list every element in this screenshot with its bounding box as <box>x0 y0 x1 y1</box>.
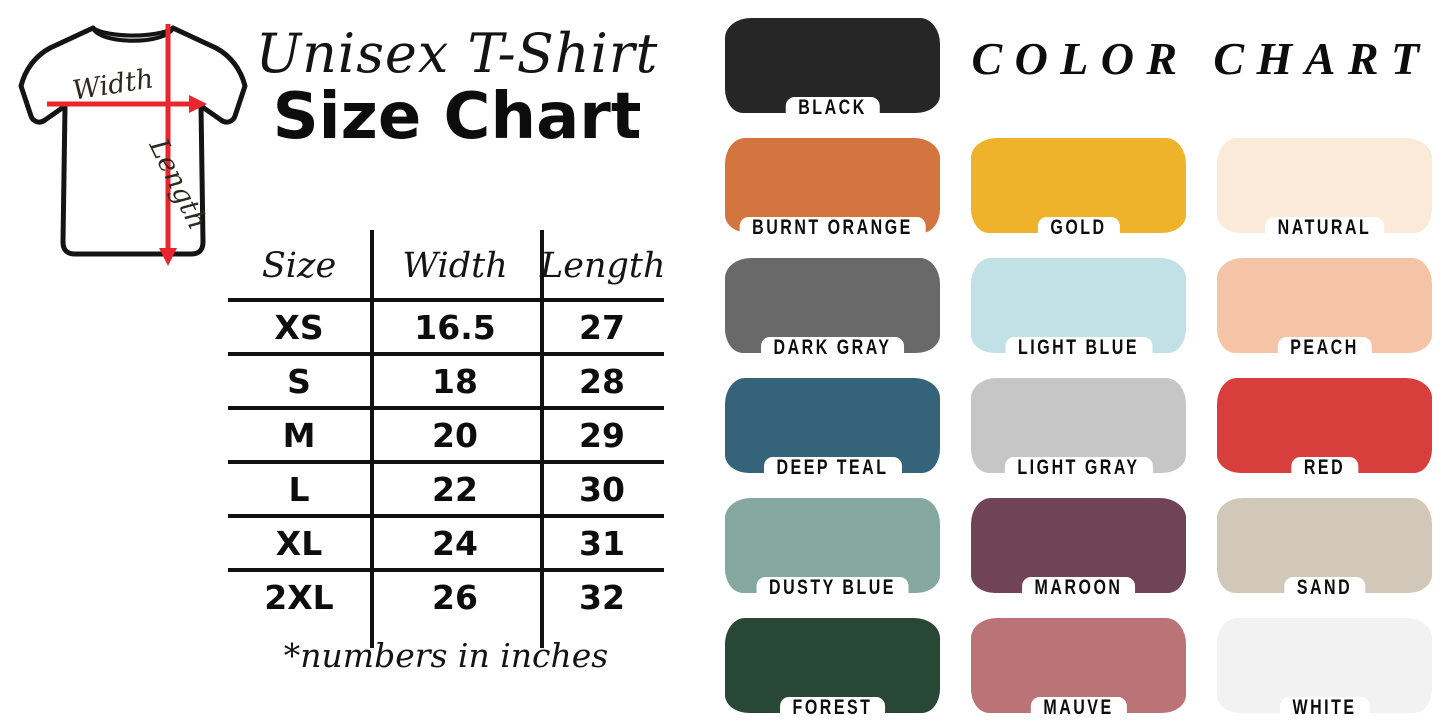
width-cell: 20 <box>432 415 478 455</box>
color-swatch: BLACK <box>725 18 940 122</box>
color-swatch-label: PEACH <box>1290 337 1359 360</box>
length-cell: 29 <box>579 415 625 455</box>
tshirt-body <box>18 25 248 257</box>
table-row: L 22 30 <box>228 464 664 518</box>
header-length: Length <box>540 246 666 286</box>
table-row: 2XL 26 32 <box>228 572 664 622</box>
length-cell: 32 <box>579 577 625 617</box>
size-table-footnote: *numbers in inches <box>283 636 609 675</box>
table-vertical-divider <box>370 230 374 648</box>
color-swatch: MAUVE <box>971 618 1186 722</box>
color-swatch: FOREST <box>725 618 940 722</box>
color-swatch-label: FOREST <box>792 697 873 720</box>
width-cell: 16.5 <box>414 307 496 347</box>
color-swatch: SAND <box>1217 498 1432 602</box>
heading-size-chart: Size Chart <box>272 79 642 154</box>
table-row: S 18 28 <box>228 356 664 410</box>
size-table-header-row: Size Width Length <box>228 238 666 302</box>
color-chart-grid: BLACK COLOR CHART BURNT ORANGE GOLD NATU… <box>725 18 1432 722</box>
color-swatch-label: SAND <box>1296 577 1353 600</box>
header-width: Width <box>402 246 508 286</box>
color-swatch: DARK GRAY <box>725 258 940 362</box>
header-size: Size <box>261 246 337 286</box>
color-swatch-label-pill: BURNT ORANGE <box>739 217 926 242</box>
table-row: XS 16.5 27 <box>228 302 664 356</box>
size-cell: 2XL <box>264 577 334 617</box>
size-cell: S <box>287 361 311 401</box>
color-swatch-label: DUSTY BLUE <box>769 577 896 600</box>
color-swatch-label-pill: LIGHT GRAY <box>1004 457 1153 482</box>
color-swatch-label: BLACK <box>798 97 867 120</box>
width-cell: 22 <box>432 469 478 509</box>
color-swatch-label-pill: RED <box>1290 457 1359 482</box>
color-swatch-label-pill: PEACH <box>1277 337 1372 362</box>
color-swatch: LIGHT BLUE <box>971 258 1186 362</box>
color-swatch-label-pill: WHITE <box>1279 697 1370 722</box>
size-table-body: XS 16.5 27 S 18 28 M 20 29 L 22 30 XL 24… <box>228 302 664 622</box>
table-vertical-divider <box>540 230 544 648</box>
size-table: Size Width Length XS 16.5 27 S 18 28 M 2… <box>228 230 666 648</box>
color-swatch: BURNT ORANGE <box>725 138 940 242</box>
color-swatch: NATURAL <box>1217 138 1432 242</box>
color-swatch-label-pill: LIGHT BLUE <box>1005 337 1152 362</box>
tshirt-illustration: Width Length <box>18 24 248 266</box>
width-cell: 18 <box>432 361 478 401</box>
size-cell: XS <box>274 307 324 347</box>
color-chart-title: COLOR CHART <box>971 33 1432 84</box>
color-swatch-label: LIGHT BLUE <box>1018 337 1139 360</box>
color-swatch-label: RED <box>1303 457 1346 480</box>
color-swatch-label-pill: DUSTY BLUE <box>756 577 909 602</box>
color-swatch: DUSTY BLUE <box>725 498 940 602</box>
color-swatch-label-pill: DEEP TEAL <box>763 457 902 482</box>
color-swatch-label-pill: MAROON <box>1021 577 1136 602</box>
size-chart-headings: Unisex T-Shirt Size Chart <box>252 22 662 154</box>
color-swatch-label-pill: FOREST <box>779 697 886 722</box>
heading-script: Unisex T-Shirt <box>255 22 659 85</box>
color-swatch: MAROON <box>971 498 1186 602</box>
length-cell: 30 <box>579 469 625 509</box>
table-row: M 20 29 <box>228 410 664 464</box>
color-swatch-label: MAUVE <box>1043 697 1114 720</box>
color-swatch-label: NATURAL <box>1277 217 1372 240</box>
size-cell: L <box>288 469 310 509</box>
length-cell: 31 <box>579 523 625 563</box>
color-swatch: DEEP TEAL <box>725 378 940 482</box>
color-swatch-label: GOLD <box>1050 217 1107 240</box>
color-swatch-label-pill: SAND <box>1283 577 1366 602</box>
color-swatch-label-pill: DARK GRAY <box>760 337 905 362</box>
length-arrow-head <box>159 248 177 266</box>
color-swatch-label-pill: BLACK <box>785 97 880 122</box>
tshirt-collar <box>91 26 175 43</box>
size-cell: XL <box>275 523 323 563</box>
color-swatch-label: DARK GRAY <box>773 337 892 360</box>
color-swatch: LIGHT GRAY <box>971 378 1186 482</box>
color-swatch: WHITE <box>1217 618 1432 722</box>
color-swatch-label: LIGHT GRAY <box>1017 457 1140 480</box>
color-swatch-label-pill: GOLD <box>1037 217 1120 242</box>
color-swatch: GOLD <box>971 138 1186 242</box>
length-cell: 28 <box>579 361 625 401</box>
color-swatch-label: MAROON <box>1034 577 1123 600</box>
color-swatch-label-pill: MAUVE <box>1030 697 1127 722</box>
tshirt-diagram: Width Length <box>5 12 257 270</box>
length-cell: 27 <box>579 307 625 347</box>
color-swatch: PEACH <box>1217 258 1432 362</box>
color-swatch-label: DEEP TEAL <box>776 457 889 480</box>
color-swatch-label: WHITE <box>1292 697 1357 720</box>
color-swatch-label-pill: NATURAL <box>1264 217 1385 242</box>
table-row: XL 24 31 <box>228 518 664 572</box>
width-arrow-head <box>189 95 207 113</box>
color-swatch: RED <box>1217 378 1432 482</box>
width-cell: 24 <box>432 523 478 563</box>
size-cell: M <box>282 415 316 455</box>
width-cell: 26 <box>432 577 478 617</box>
color-swatch-label: BURNT ORANGE <box>752 217 913 240</box>
